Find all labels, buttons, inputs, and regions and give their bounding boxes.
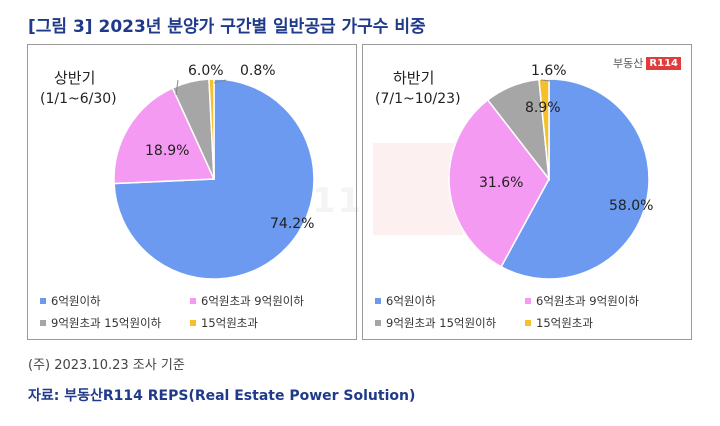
leader-line bbox=[213, 79, 227, 84]
brand-logo: 부동산 R114 bbox=[613, 55, 681, 71]
data-label: 74.2% bbox=[270, 216, 314, 232]
legend-label: 9억원초과 15억원이하 bbox=[386, 316, 497, 330]
figure-title: [그림 3] 2023년 분양가 구간별 일반공급 가구수 비중 bbox=[28, 17, 426, 37]
pie-slice bbox=[500, 78, 650, 280]
chart-panel-first-half: 부동산 R114 74.2%18.9%6.0%0.8% 상반기 (1/1~6/3… bbox=[27, 44, 387, 340]
legend-swatch bbox=[40, 298, 46, 304]
legend-label: 6억원초과 9억원이하 bbox=[201, 294, 304, 308]
period-label: 상반기 bbox=[54, 69, 96, 87]
date-range: (1/1~6/30) bbox=[40, 91, 117, 107]
legend-swatch bbox=[375, 320, 381, 326]
legend-item: 15억원초과 bbox=[525, 315, 685, 331]
legend: 6억원이하 6억원초과 9억원이하 9억원초과 15억원이하 15억원초과 bbox=[40, 293, 350, 331]
data-label: 8.9% bbox=[525, 100, 561, 116]
chart-panel-second-half: 58.0% 31.6% 8.9% 1.6% 부동산 R114 하반기 (7/1~10/… bbox=[362, 44, 692, 340]
legend: 6억원이하 6억원초과 9억원이하 9억원초과 15억원이하 15억원초과 bbox=[375, 293, 685, 331]
date-range: (7/1~10/23) bbox=[375, 91, 461, 107]
logo-text: 부동산 bbox=[613, 57, 644, 70]
legend-item: 6억원이하 bbox=[40, 293, 190, 309]
legend-label: 6억원이하 bbox=[51, 294, 101, 308]
legend-item: 9억원초과 15억원이하 bbox=[375, 315, 525, 331]
legend-label: 15억원초과 bbox=[536, 316, 593, 330]
legend-swatch bbox=[190, 298, 196, 304]
legend-item: 15억원초과 bbox=[190, 315, 350, 331]
pie-slice bbox=[208, 78, 215, 180]
legend-label: 6억원이하 bbox=[386, 294, 436, 308]
legend-swatch bbox=[40, 320, 46, 326]
data-label: 6.0% bbox=[188, 63, 224, 79]
source-line: 자료: 부동산R114 REPS(Real Estate Power Solut… bbox=[28, 388, 416, 404]
logo-badge: R114 bbox=[646, 56, 681, 70]
legend-label: 15억원초과 bbox=[201, 316, 258, 330]
legend-swatch bbox=[525, 298, 531, 304]
legend-label: 9억원초과 15억원이하 bbox=[51, 316, 162, 330]
legend-swatch bbox=[375, 298, 381, 304]
data-label: 0.8% bbox=[240, 63, 276, 79]
pie-chart-svg: 58.0% 31.6% 8.9% 1.6% bbox=[448, 63, 653, 280]
pie-slice bbox=[538, 78, 550, 180]
legend-swatch bbox=[525, 320, 531, 326]
data-label: 58.0% bbox=[609, 198, 653, 214]
legend-item: 6억원초과 9억원이하 bbox=[525, 293, 685, 309]
legend-item: 9억원초과 15억원이하 bbox=[40, 315, 190, 331]
leader-line bbox=[175, 79, 179, 96]
legend-item: 6억원이하 bbox=[375, 293, 525, 309]
data-label: 18.9% bbox=[145, 143, 189, 159]
legend-label: 6억원초과 9억원이하 bbox=[536, 294, 639, 308]
data-label: 31.6% bbox=[479, 175, 523, 191]
pie-chart-svg: 74.2% 18.9% 6.0% 0.8% bbox=[113, 63, 315, 280]
data-label: 1.6% bbox=[531, 63, 567, 79]
period-label: 하반기 bbox=[393, 69, 435, 87]
legend-swatch bbox=[190, 320, 196, 326]
survey-note: (주) 2023.10.23 조사 기준 bbox=[28, 358, 185, 373]
leader-line bbox=[540, 79, 552, 82]
pie-slice bbox=[113, 87, 216, 185]
pie-slice bbox=[448, 98, 550, 268]
legend-item: 6억원초과 9억원이하 bbox=[190, 293, 350, 309]
